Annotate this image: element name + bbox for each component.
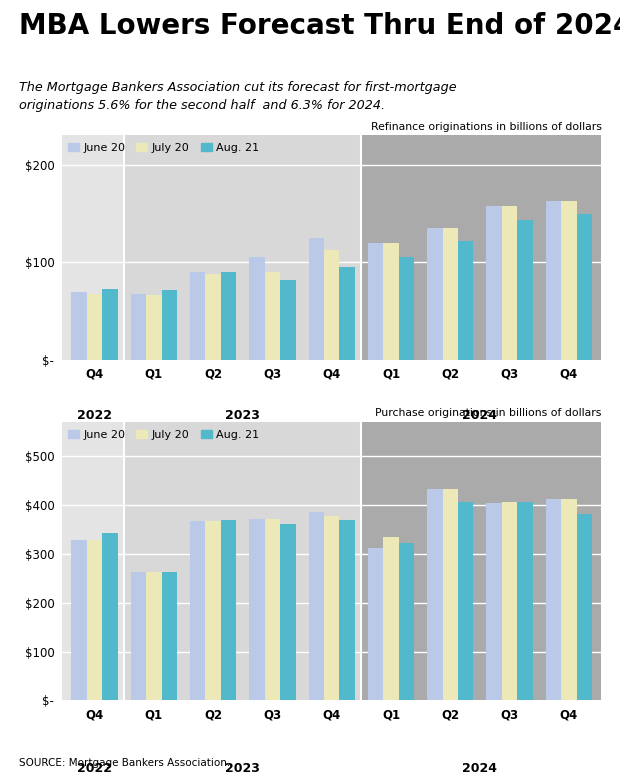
Bar (427, 489, 443, 700)
Text: Purchase originations in billions of dollars: Purchase originations in billions of dol… (375, 408, 601, 418)
Bar (517, 221, 533, 360)
Bar (383, 536, 399, 700)
Bar (361, 135, 601, 360)
Bar (280, 280, 296, 360)
Bar (443, 228, 458, 360)
Bar (162, 572, 177, 700)
Bar (309, 512, 324, 700)
Bar (280, 525, 296, 700)
Legend: June 20, July 20, Aug. 21: June 20, July 20, Aug. 21 (68, 430, 259, 440)
Bar (221, 272, 236, 360)
Bar (443, 489, 458, 700)
Text: 2022: 2022 (77, 409, 112, 423)
Bar (102, 289, 118, 360)
Bar (458, 502, 473, 700)
Bar (190, 521, 205, 700)
Bar (162, 289, 177, 360)
Bar (62, 135, 124, 360)
Bar (102, 533, 118, 700)
Bar (339, 519, 355, 700)
Bar (324, 515, 339, 700)
Bar (368, 548, 383, 700)
Bar (131, 293, 146, 360)
Bar (577, 214, 592, 360)
Bar (131, 572, 146, 700)
Bar (249, 519, 265, 700)
Text: Refinance originations in billions of dollars: Refinance originations in billions of do… (371, 122, 601, 132)
Legend: June 20, July 20, Aug. 21: June 20, July 20, Aug. 21 (68, 143, 259, 153)
Bar (124, 422, 361, 700)
Text: 2024: 2024 (463, 409, 497, 423)
Bar (309, 238, 324, 360)
Bar (265, 272, 280, 360)
Bar (361, 422, 601, 700)
Bar (146, 295, 162, 360)
Bar (221, 519, 236, 700)
Bar (87, 293, 102, 360)
Text: 2023: 2023 (225, 409, 260, 423)
Bar (62, 422, 124, 700)
Bar (368, 243, 383, 360)
Bar (517, 502, 533, 700)
Bar (265, 519, 280, 700)
Bar (561, 498, 577, 700)
Bar (487, 206, 502, 360)
Bar (339, 267, 355, 360)
Bar (190, 272, 205, 360)
Bar (546, 200, 561, 360)
Bar (399, 543, 414, 700)
Bar (577, 514, 592, 700)
Text: MBA Lowers Forecast Thru End of 2024: MBA Lowers Forecast Thru End of 2024 (19, 12, 620, 39)
Bar (561, 200, 577, 360)
Bar (427, 228, 443, 360)
Bar (324, 250, 339, 360)
Bar (383, 243, 399, 360)
Bar (249, 258, 265, 360)
Bar (458, 241, 473, 360)
Bar (487, 503, 502, 700)
Bar (546, 498, 561, 700)
Text: 2023: 2023 (225, 762, 260, 774)
Text: SOURCE: Mortgage Bankers Association.: SOURCE: Mortgage Bankers Association. (19, 758, 230, 768)
Text: 2024: 2024 (463, 762, 497, 774)
Bar (502, 502, 517, 700)
Bar (71, 292, 87, 360)
Bar (146, 572, 162, 700)
Bar (124, 135, 361, 360)
Text: 2022: 2022 (77, 762, 112, 774)
Text: The Mortgage Bankers Association cut its forecast for first-mortgage
origination: The Mortgage Bankers Association cut its… (19, 81, 456, 111)
Bar (205, 274, 221, 360)
Bar (87, 540, 102, 700)
Bar (502, 206, 517, 360)
Bar (399, 258, 414, 360)
Bar (71, 540, 87, 700)
Bar (205, 521, 221, 700)
